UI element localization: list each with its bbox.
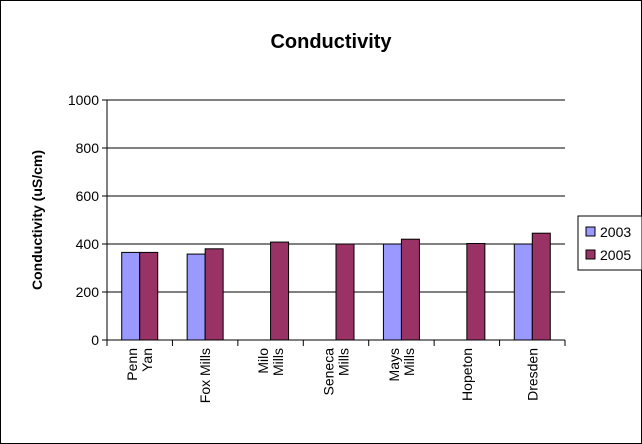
legend: 2003 2005 bbox=[577, 215, 642, 271]
bar-2005 bbox=[139, 251, 159, 341]
x-tick-label-line: Hopeton bbox=[459, 348, 475, 401]
x-tick-label: Mays Mills bbox=[386, 348, 417, 381]
x-tick-label: Seneca Mills bbox=[321, 348, 352, 396]
legend-label: 2003 bbox=[600, 224, 631, 240]
bar-2003 bbox=[121, 251, 141, 341]
y-axis-label: Conductivity (uS/cm) bbox=[29, 150, 45, 290]
x-tick-label-line: Mills bbox=[270, 348, 286, 376]
x-tick-label-line: Dresden bbox=[524, 348, 540, 401]
x-tick-label: Milo Mills bbox=[255, 348, 286, 376]
y-tick-label: 1000 bbox=[68, 92, 99, 108]
bar-2005 bbox=[466, 243, 486, 341]
bar-2003 bbox=[382, 243, 402, 341]
bar-2005 bbox=[531, 232, 551, 341]
legend-swatch bbox=[585, 249, 596, 260]
x-tick-label-line: Fox Mills bbox=[197, 348, 213, 403]
bar-2003 bbox=[186, 253, 206, 341]
x-tick-label-line: Yan bbox=[139, 348, 155, 372]
x-tick-label-line: Mills bbox=[401, 348, 417, 376]
bar-2005 bbox=[270, 241, 290, 341]
x-tick-label-line: Milo bbox=[255, 348, 271, 374]
bar-2005 bbox=[335, 243, 355, 341]
legend-box bbox=[577, 215, 642, 271]
chart-title: Conductivity bbox=[270, 31, 392, 53]
x-tick-label: Hopeton bbox=[459, 348, 475, 401]
bar-2003 bbox=[513, 243, 533, 341]
x-tick-label-line: Seneca bbox=[321, 348, 337, 396]
bar-2005 bbox=[204, 248, 224, 341]
x-tick-label: Dresden bbox=[524, 348, 540, 401]
y-tick-label: 200 bbox=[76, 284, 100, 300]
x-tick-label-line: Mills bbox=[336, 348, 352, 376]
legend-swatch bbox=[585, 226, 596, 237]
x-tick-label: Penn Yan bbox=[124, 348, 155, 381]
x-tick-label: Fox Mills bbox=[197, 348, 213, 403]
bar-2005 bbox=[400, 238, 420, 341]
x-tick-label-line: Mays bbox=[386, 348, 402, 381]
y-tick-label: 800 bbox=[76, 140, 100, 156]
legend-label: 2005 bbox=[600, 247, 631, 263]
y-tick-label: 400 bbox=[76, 236, 100, 252]
y-tick-label: 600 bbox=[76, 188, 100, 204]
y-tick-label: 0 bbox=[91, 332, 99, 348]
x-tick-label-line: Penn bbox=[124, 348, 140, 381]
